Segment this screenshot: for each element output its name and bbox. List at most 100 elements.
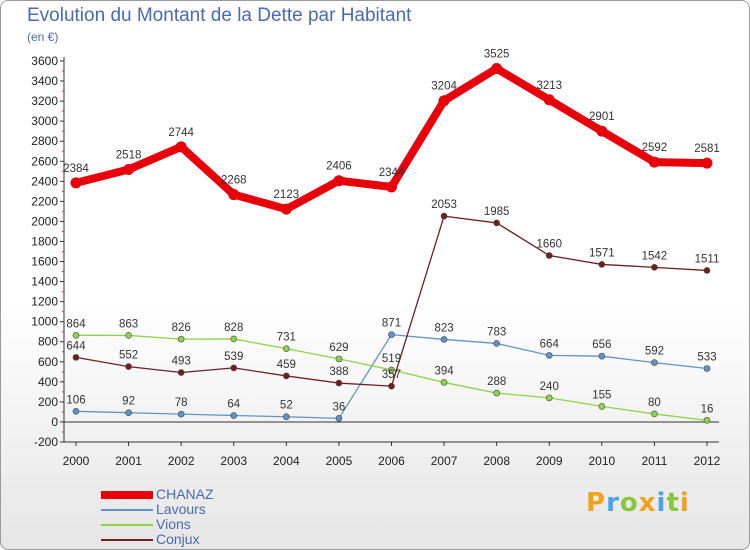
data-label: 2901: [589, 111, 615, 123]
data-point: [72, 354, 80, 361]
data-label: 864: [66, 318, 86, 330]
y-tick-label: 1400: [31, 275, 58, 289]
data-label: 656: [592, 339, 611, 351]
chart-title: Evolution du Montant de la Dette par Hab…: [27, 5, 412, 26]
y-tick-label: 3400: [31, 74, 58, 88]
x-tick-label: 2012: [694, 454, 721, 468]
data-point: [491, 63, 503, 75]
data-point: [596, 125, 608, 137]
x-tick-label: 2002: [168, 454, 195, 468]
data-point: [703, 365, 711, 372]
data-label: 863: [119, 318, 138, 330]
data-point: [125, 409, 132, 417]
data-label: 36: [333, 401, 346, 413]
y-tick-label: 800: [38, 335, 58, 349]
data-point: [440, 379, 448, 386]
data-point: [177, 335, 185, 343]
data-point: [335, 355, 343, 363]
y-tick-label: 1600: [31, 255, 58, 269]
y-tick-label: 2600: [31, 154, 58, 168]
logo-letter: P: [586, 488, 607, 518]
data-label: 388: [329, 366, 348, 378]
data-point: [175, 141, 187, 153]
data-label: 2581: [694, 143, 720, 155]
data-point: [598, 352, 606, 360]
legend-label: Vions: [156, 516, 191, 532]
y-tick-label: 600: [38, 355, 58, 369]
data-point: [651, 410, 658, 418]
data-point: [125, 332, 132, 339]
data-labels: 106 92 78 64 52 36 871 823 783 664 656 592 533 864 863…: [63, 49, 720, 416]
data-point: [440, 336, 448, 343]
y-minor-tick: [62, 331, 64, 333]
data-label: 2518: [116, 149, 142, 161]
logo-letter: x: [638, 488, 657, 518]
axes: -200 0 200 400 600 800 1000 1200 1400 1600 1800 200…: [31, 54, 720, 468]
y-tick-label: 2200: [31, 194, 58, 208]
data-label: 828: [224, 322, 243, 334]
y-tick-label: 1000: [31, 315, 58, 329]
data-label: 394: [434, 365, 454, 377]
y-tick-label: 200: [38, 395, 58, 409]
legend-swatch: [101, 491, 153, 499]
data-point: [651, 359, 658, 366]
data-point: [648, 156, 660, 168]
data-label: 3213: [536, 80, 562, 92]
legend-swatch: [101, 524, 153, 526]
data-point: [703, 417, 711, 424]
logo-letter: i: [656, 488, 667, 518]
chart-unit: (en €): [27, 30, 59, 44]
data-label: 493: [172, 356, 191, 368]
data-point: [388, 366, 395, 374]
data-label: 2268: [221, 175, 247, 187]
y-minor-tick: [62, 210, 64, 212]
data-label: 871: [382, 318, 401, 330]
data-label: 664: [540, 338, 560, 350]
data-point: [72, 332, 80, 339]
y-minor-tick: [62, 291, 64, 293]
legend-swatch: [101, 509, 153, 511]
data-point: [703, 267, 711, 274]
proxiti-logo: Proxiti: [586, 488, 690, 518]
legend-label: CHANAZ: [156, 486, 214, 502]
data-point: [230, 364, 238, 372]
y-minor-tick: [62, 411, 64, 413]
data-point: [493, 340, 500, 347]
x-tick-label: 2010: [588, 454, 615, 468]
y-tick-label: 1800: [31, 234, 58, 248]
y-minor-tick: [62, 371, 64, 373]
data-label: 459: [277, 359, 296, 371]
data-label: 592: [645, 346, 664, 358]
data-point: [651, 264, 658, 271]
data-point: [177, 369, 185, 376]
data-point: [70, 177, 82, 189]
data-label: 106: [66, 394, 85, 406]
data-label: 64: [227, 399, 240, 411]
data-point: [598, 261, 606, 268]
data-label: 2592: [642, 142, 668, 154]
x-tick-label: 2006: [378, 454, 405, 468]
data-point: [72, 408, 80, 415]
data-label: 826: [172, 322, 191, 334]
y-minor-tick: [62, 110, 64, 112]
data-point: [386, 181, 397, 193]
y-minor-tick: [62, 170, 64, 172]
x-tick-label: 2000: [63, 454, 90, 468]
y-tick-label: 400: [38, 375, 58, 389]
data-point: [493, 219, 500, 227]
data-point: [438, 95, 450, 107]
x-tick-label: 2005: [326, 454, 353, 468]
data-point: [123, 163, 135, 175]
data-label: 80: [648, 397, 661, 409]
y-minor-tick: [62, 130, 64, 132]
data-label: 539: [224, 351, 243, 363]
data-label: 1660: [536, 239, 562, 251]
y-minor-tick: [62, 190, 64, 192]
data-label: 357: [382, 369, 401, 381]
data-point: [230, 335, 238, 343]
data-point: [598, 403, 606, 410]
data-point: [335, 379, 343, 387]
data-point: [545, 394, 553, 402]
data-label: 1571: [589, 247, 615, 259]
